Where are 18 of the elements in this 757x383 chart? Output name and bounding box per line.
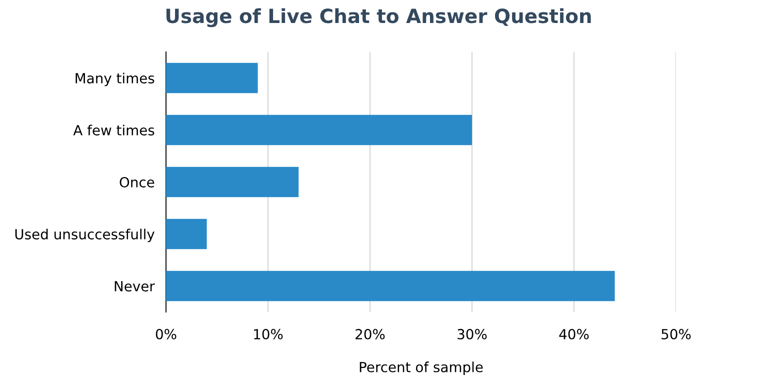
x-tick-label: 30%	[458, 328, 487, 340]
y-tick-label: Used unsuccessfully	[15, 228, 154, 242]
x-tick-label: 20%	[356, 328, 385, 340]
y-tick-label: A few times	[73, 124, 154, 136]
bar	[166, 62, 258, 94]
bar	[166, 114, 472, 146]
x-tick-label: 0%	[156, 328, 176, 340]
y-tick-label: Many times	[76, 72, 154, 86]
y-tick-label: Never	[114, 281, 155, 292]
x-axis-title: Percent of sample	[360, 362, 483, 375]
bar	[166, 270, 615, 302]
x-tick-label: 50%	[662, 328, 691, 340]
y-tick-label: Once	[120, 176, 154, 188]
x-tick-label: 40%	[559, 328, 589, 340]
x-tick-label: 10%	[254, 328, 283, 340]
chart-title: Usage of Live Chat to Answer Question	[166, 8, 591, 28]
bar	[166, 166, 299, 198]
bar	[166, 218, 207, 250]
